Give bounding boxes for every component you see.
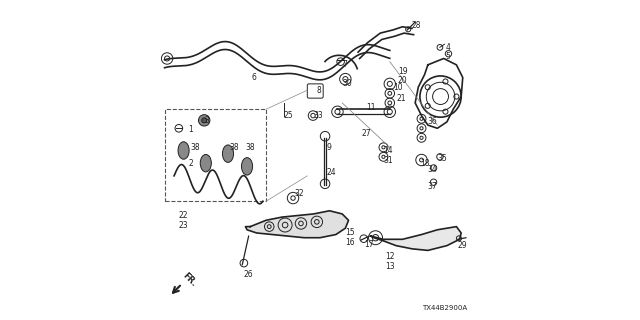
Text: 11: 11 xyxy=(366,103,376,112)
Ellipse shape xyxy=(241,158,253,175)
Bar xyxy=(164,109,266,201)
Text: TX44B2900A: TX44B2900A xyxy=(422,305,467,311)
Text: 28: 28 xyxy=(412,21,422,30)
Text: 35: 35 xyxy=(437,154,447,163)
Text: 33: 33 xyxy=(314,111,323,120)
Text: 32: 32 xyxy=(294,189,304,198)
Text: 21: 21 xyxy=(396,94,406,103)
Text: 38: 38 xyxy=(190,143,200,152)
Text: 10: 10 xyxy=(393,83,403,92)
FancyBboxPatch shape xyxy=(307,84,323,98)
Text: 19: 19 xyxy=(397,67,407,76)
Text: 29: 29 xyxy=(458,241,468,250)
Text: 30: 30 xyxy=(342,79,352,88)
Text: 12: 12 xyxy=(385,252,394,261)
Text: FR.: FR. xyxy=(180,271,198,288)
Text: 23: 23 xyxy=(179,220,188,229)
Ellipse shape xyxy=(200,155,211,172)
Ellipse shape xyxy=(178,142,189,159)
Text: 8: 8 xyxy=(317,86,321,95)
Text: 34: 34 xyxy=(428,165,438,174)
Text: 1: 1 xyxy=(188,125,193,134)
Text: 26: 26 xyxy=(244,270,253,279)
Text: 36: 36 xyxy=(428,117,438,126)
Text: 37: 37 xyxy=(428,182,438,191)
Polygon shape xyxy=(371,227,461,251)
Text: 24: 24 xyxy=(326,168,336,177)
Text: 22: 22 xyxy=(179,211,188,220)
Text: 31: 31 xyxy=(383,156,393,164)
Text: 7: 7 xyxy=(342,60,347,69)
Text: 17: 17 xyxy=(364,240,374,249)
Text: 6: 6 xyxy=(252,73,257,82)
Text: 38: 38 xyxy=(230,143,239,152)
Text: 25: 25 xyxy=(284,111,293,120)
Text: 15: 15 xyxy=(346,228,355,237)
Text: 4: 4 xyxy=(445,43,450,52)
Text: 9: 9 xyxy=(326,143,332,152)
Ellipse shape xyxy=(223,145,234,162)
Text: 18: 18 xyxy=(420,159,429,168)
Circle shape xyxy=(198,115,210,126)
Text: 5: 5 xyxy=(445,52,450,61)
Text: 20: 20 xyxy=(397,76,407,85)
Text: 16: 16 xyxy=(346,238,355,247)
Text: 27: 27 xyxy=(361,129,371,138)
Text: 13: 13 xyxy=(385,262,395,271)
Polygon shape xyxy=(246,211,349,238)
Text: 38: 38 xyxy=(246,143,255,152)
Text: 14: 14 xyxy=(383,146,393,155)
Circle shape xyxy=(202,118,207,123)
Text: 3: 3 xyxy=(204,116,209,125)
Text: 2: 2 xyxy=(188,159,193,168)
